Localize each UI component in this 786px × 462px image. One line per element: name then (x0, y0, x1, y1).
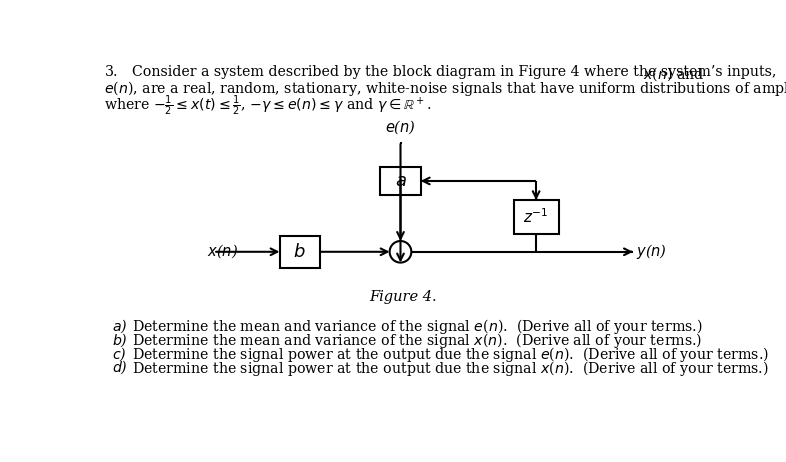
Text: $y$($n$): $y$($n$) (636, 242, 667, 261)
Text: Figure 4.: Figure 4. (369, 290, 437, 304)
Text: $e$($n$), are a real, random, stationary, white-noise signals that have uniform : $e$($n$), are a real, random, stationary… (105, 79, 786, 98)
Text: $e$($n$): $e$($n$) (385, 118, 416, 135)
Text: $x$($n$) and: $x$($n$) and (643, 66, 704, 83)
Text: Determine the mean and variance of the signal $e$($n$).  (Derive all of your ter: Determine the mean and variance of the s… (132, 317, 703, 336)
Text: where $-\frac{1}{2} \leq x(t) \leq \frac{1}{2}$, $-\gamma \leq e(n) \leq \gamma$: where $-\frac{1}{2} \leq x(t) \leq \frac… (105, 93, 432, 118)
Text: $z^{-1}$: $z^{-1}$ (523, 208, 549, 226)
Text: Consider a system described by the block diagram in Figure 4 where the system’s : Consider a system described by the block… (132, 66, 781, 79)
Text: $a$: $a$ (395, 172, 406, 190)
Text: Determine the signal power at the output due the signal $x$($n$).  (Derive all o: Determine the signal power at the output… (132, 359, 769, 378)
Bar (513, 200, 559, 234)
Text: Determine the signal power at the output due the signal $e$($n$).  (Derive all o: Determine the signal power at the output… (132, 345, 769, 364)
Text: $x$($n$): $x$($n$) (207, 242, 238, 260)
Text: $d$): $d$) (112, 359, 128, 377)
Circle shape (390, 241, 411, 262)
Bar (380, 167, 421, 195)
Text: $c$): $c$) (112, 345, 127, 363)
Text: $b$: $b$ (293, 243, 306, 261)
Text: $b$): $b$) (112, 331, 128, 349)
Bar (280, 236, 320, 268)
Text: 3.: 3. (105, 66, 118, 79)
Text: Determine the mean and variance of the signal $x$($n$).  (Derive all of your ter: Determine the mean and variance of the s… (132, 331, 703, 350)
Text: $a$): $a$) (112, 317, 128, 335)
